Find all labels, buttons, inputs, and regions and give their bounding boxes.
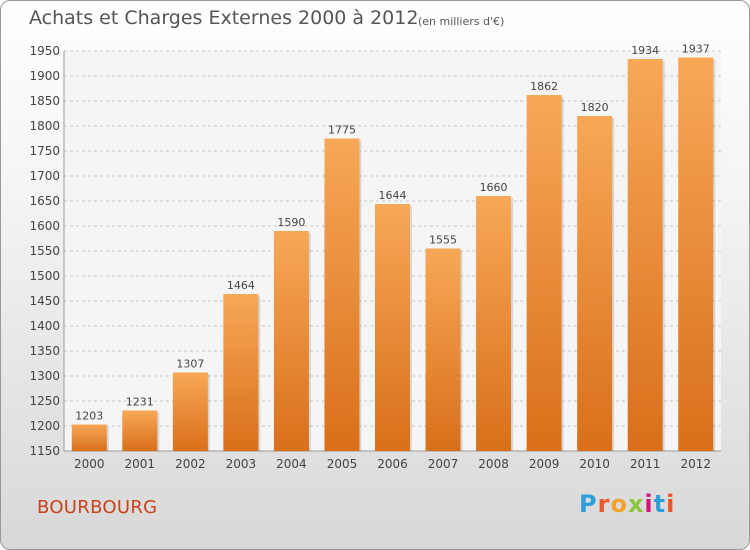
y-tick-label: 1200 xyxy=(29,419,60,433)
y-tick-label: 1150 xyxy=(29,444,60,458)
data-label: 1590 xyxy=(277,216,305,229)
proxiti-logo[interactable]: Proxiti xyxy=(579,490,675,518)
y-tick-label: 1700 xyxy=(29,169,60,183)
data-label: 1555 xyxy=(429,234,457,247)
bar xyxy=(627,59,663,451)
x-tick-label: 2000 xyxy=(74,457,105,471)
logo-letter: P xyxy=(579,490,598,518)
logo-letter: i xyxy=(644,490,654,518)
logo-letter: o xyxy=(610,490,628,518)
data-label: 1820 xyxy=(581,101,609,114)
data-label: 1660 xyxy=(480,181,508,194)
bar xyxy=(273,231,309,451)
x-tick-label: 2004 xyxy=(276,457,307,471)
x-tick-label: 2005 xyxy=(327,457,358,471)
x-tick-label: 2002 xyxy=(175,457,206,471)
x-tick-label: 2009 xyxy=(529,457,560,471)
bar xyxy=(223,294,259,451)
bar xyxy=(476,196,512,451)
y-tick-label: 1250 xyxy=(29,394,60,408)
x-tick-label: 2007 xyxy=(428,457,459,471)
x-tick-label: 2001 xyxy=(125,457,156,471)
logo-letter: i xyxy=(666,490,676,518)
logo-letter: r xyxy=(597,490,611,518)
y-tick-label: 1450 xyxy=(29,294,60,308)
chart-title: Achats et Charges Externes 2000 à 2012 xyxy=(29,7,419,29)
bar xyxy=(122,410,158,451)
x-tick-label: 2011 xyxy=(630,457,661,471)
bar xyxy=(425,248,461,451)
y-tick-label: 1350 xyxy=(29,344,60,358)
bar xyxy=(577,116,613,451)
bar xyxy=(678,57,714,451)
x-tick-label: 2006 xyxy=(377,457,408,471)
data-label: 1862 xyxy=(530,80,558,93)
commune-name: BOURBOURG xyxy=(37,497,158,518)
y-tick-label: 1750 xyxy=(29,144,60,158)
logo-letter: x xyxy=(627,490,645,518)
y-tick-label: 1650 xyxy=(29,194,60,208)
x-tick-label: 2003 xyxy=(226,457,257,471)
data-label: 1644 xyxy=(379,189,407,202)
y-tick-label: 1950 xyxy=(29,44,60,58)
data-label: 1934 xyxy=(631,44,659,57)
y-tick-label: 1550 xyxy=(29,244,60,258)
y-tick-label: 1500 xyxy=(29,269,60,283)
bar xyxy=(526,95,562,451)
x-tick-label: 2010 xyxy=(579,457,610,471)
bar xyxy=(324,138,360,451)
bar xyxy=(172,372,208,451)
chart-subtitle: (en milliers d'€) xyxy=(418,15,505,28)
logo-letter: t xyxy=(653,490,667,518)
bar xyxy=(71,424,107,451)
data-label: 1231 xyxy=(126,396,154,409)
data-label: 1937 xyxy=(682,43,710,56)
data-label: 1464 xyxy=(227,279,255,292)
data-label: 1203 xyxy=(75,410,103,423)
y-tick-label: 1300 xyxy=(29,369,60,383)
data-label: 1775 xyxy=(328,124,356,137)
y-tick-label: 1400 xyxy=(29,319,60,333)
bar xyxy=(375,204,410,451)
y-tick-label: 1800 xyxy=(29,119,60,133)
x-tick-label: 2008 xyxy=(478,457,509,471)
x-tick-label: 2012 xyxy=(680,457,711,471)
y-tick-label: 1600 xyxy=(29,219,60,233)
data-label: 1307 xyxy=(176,358,204,371)
y-tick-label: 1900 xyxy=(29,69,60,83)
y-tick-label: 1850 xyxy=(29,94,60,108)
